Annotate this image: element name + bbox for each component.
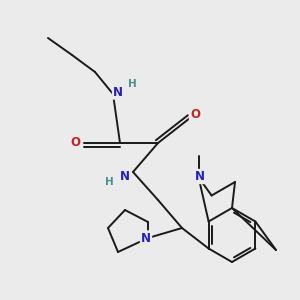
Text: N: N: [141, 232, 151, 244]
Text: N: N: [113, 85, 123, 98]
Text: H: H: [128, 79, 136, 89]
Text: N: N: [120, 169, 130, 182]
Text: N: N: [195, 170, 205, 183]
Text: O: O: [70, 136, 80, 149]
Text: H: H: [105, 177, 113, 187]
Text: O: O: [190, 109, 200, 122]
